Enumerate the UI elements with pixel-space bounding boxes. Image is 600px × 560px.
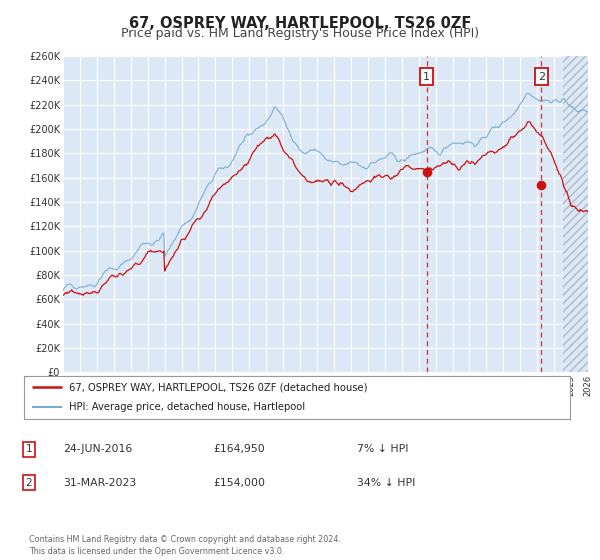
Text: HPI: Average price, detached house, Hartlepool: HPI: Average price, detached house, Hart… xyxy=(69,402,305,412)
Text: 7% ↓ HPI: 7% ↓ HPI xyxy=(357,444,409,454)
Text: 1: 1 xyxy=(423,72,430,82)
Text: 2: 2 xyxy=(538,72,545,82)
Text: 34% ↓ HPI: 34% ↓ HPI xyxy=(357,478,415,488)
Point xyxy=(422,167,431,176)
Text: 67, OSPREY WAY, HARTLEPOOL, TS26 0ZF: 67, OSPREY WAY, HARTLEPOOL, TS26 0ZF xyxy=(129,16,471,31)
Point xyxy=(536,180,546,189)
Text: 1: 1 xyxy=(25,444,32,454)
Text: £154,000: £154,000 xyxy=(213,478,265,488)
Text: £164,950: £164,950 xyxy=(213,444,265,454)
Text: 2: 2 xyxy=(25,478,32,488)
Text: 67, OSPREY WAY, HARTLEPOOL, TS26 0ZF (detached house): 67, OSPREY WAY, HARTLEPOOL, TS26 0ZF (de… xyxy=(69,382,367,393)
Bar xyxy=(563,56,588,372)
Text: Price paid vs. HM Land Registry's House Price Index (HPI): Price paid vs. HM Land Registry's House … xyxy=(121,27,479,40)
Text: Contains HM Land Registry data © Crown copyright and database right 2024.
This d: Contains HM Land Registry data © Crown c… xyxy=(29,535,341,556)
Text: 24-JUN-2016: 24-JUN-2016 xyxy=(63,444,132,454)
Text: 31-MAR-2023: 31-MAR-2023 xyxy=(63,478,136,488)
